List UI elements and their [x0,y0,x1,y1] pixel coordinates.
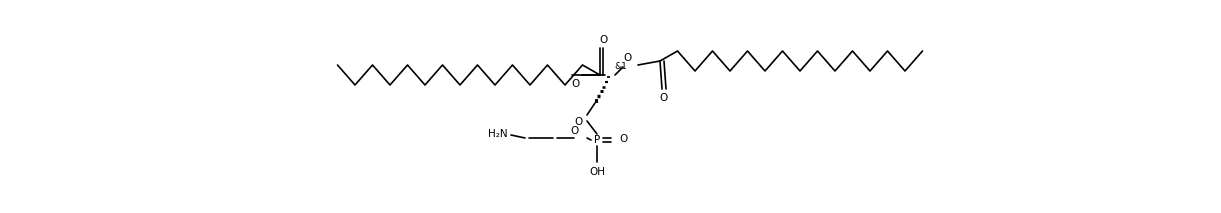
Text: P: P [593,135,601,145]
Text: O: O [600,35,608,45]
Text: O: O [575,117,582,127]
Text: O: O [659,93,668,103]
Text: OH: OH [589,167,604,177]
Text: &1: &1 [614,62,626,71]
Text: H₂N: H₂N [488,129,508,139]
Text: O: O [570,126,579,136]
Text: O: O [624,53,632,63]
Text: O: O [571,79,580,89]
Text: O: O [619,134,628,144]
